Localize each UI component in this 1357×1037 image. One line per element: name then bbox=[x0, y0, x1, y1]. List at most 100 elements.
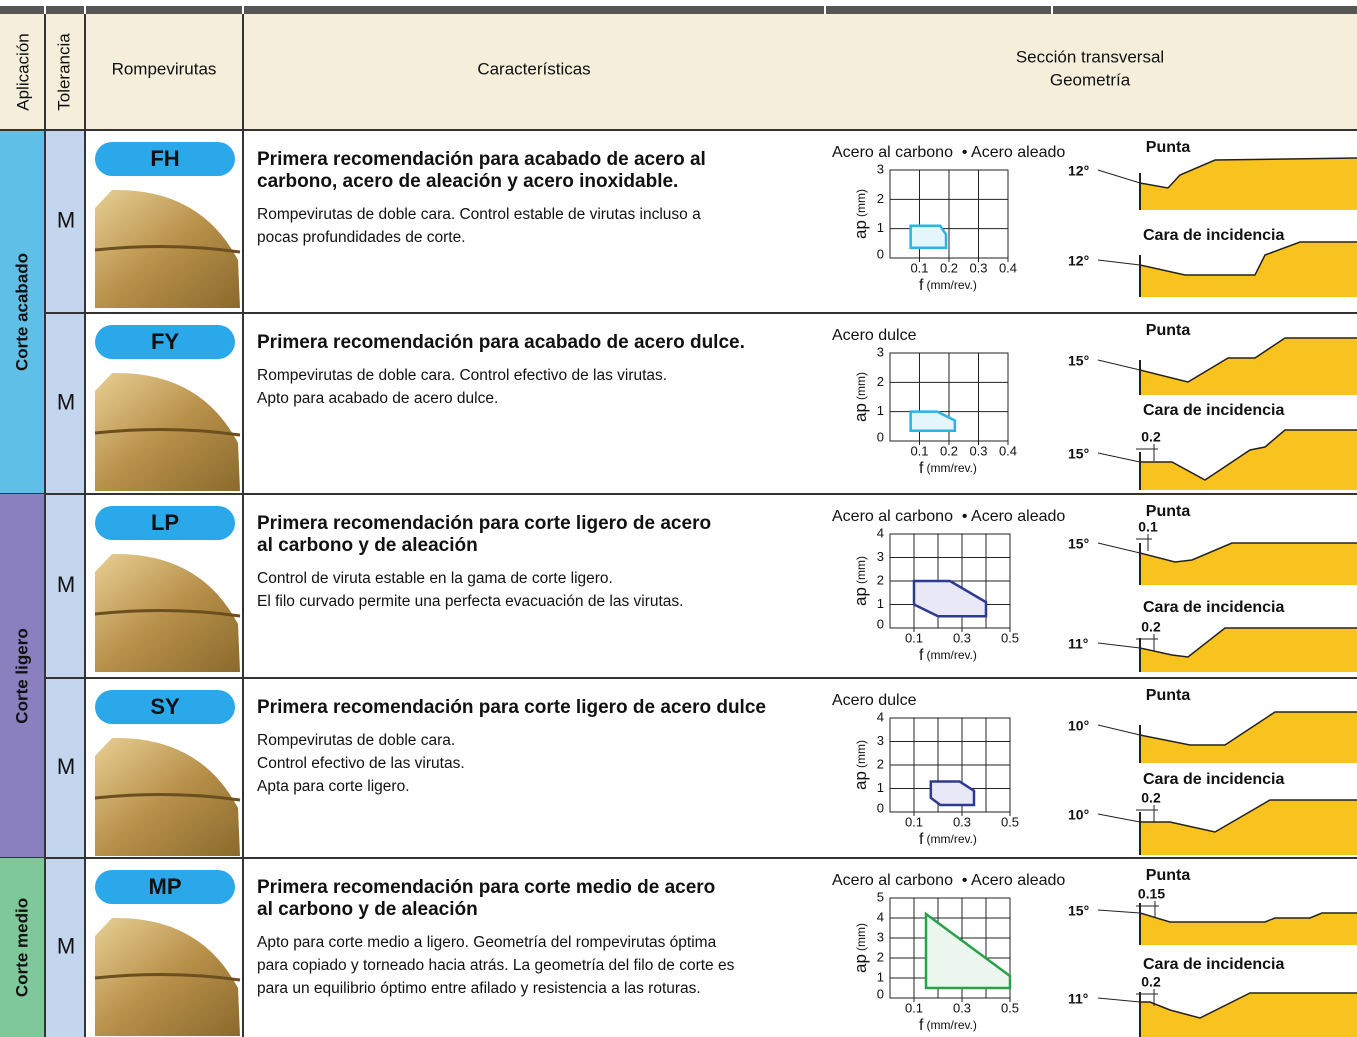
headline: Primera recomendación para acabado de ac… bbox=[257, 332, 745, 353]
header-tolerance: Tolerancia bbox=[54, 33, 73, 111]
x-axis-name: f bbox=[919, 831, 924, 848]
tip-angle: 15° bbox=[1068, 536, 1089, 552]
tolerance: M bbox=[57, 389, 75, 414]
x-tick-label: 0.1 bbox=[905, 630, 923, 645]
headline: Primera recomendación para corte ligero … bbox=[257, 513, 711, 534]
top-bar bbox=[0, 6, 1357, 14]
x-axis-label: f (mm/rev.) bbox=[919, 460, 977, 477]
y-tick-label: 5 bbox=[877, 889, 884, 904]
headline: Primera recomendación para corte ligero … bbox=[257, 697, 766, 718]
tip-profile-edge bbox=[1139, 337, 1357, 383]
tip-profile-body bbox=[1140, 338, 1357, 395]
insert-image bbox=[95, 553, 240, 672]
y-axis-name: ap bbox=[851, 403, 870, 422]
y-axis-label: ap (mm) bbox=[851, 189, 870, 239]
x-tick-label: 0.1 bbox=[905, 814, 923, 829]
flank-profile-body bbox=[1140, 628, 1357, 672]
chart-title: Acero al carbono • Acero aleado bbox=[832, 508, 1065, 525]
y-tick-label: 3 bbox=[877, 161, 884, 176]
tip-label: Punta bbox=[1146, 687, 1191, 704]
flank-label: Cara de incidencia bbox=[1143, 599, 1284, 616]
x-tick-label: 0.3 bbox=[969, 443, 987, 458]
header-application: Aplicación bbox=[13, 33, 32, 111]
flank-label: Cara de incidencia bbox=[1143, 227, 1284, 244]
x-axis-label: f (mm/rev.) bbox=[919, 1017, 977, 1034]
insert-edge bbox=[94, 608, 241, 618]
group-band bbox=[0, 494, 45, 858]
tip-angle: 15° bbox=[1068, 353, 1089, 369]
y-tick-label: 0 bbox=[877, 616, 884, 631]
y-axis-unit: (mm) bbox=[854, 923, 868, 951]
x-tick-label: 0.1 bbox=[910, 260, 928, 275]
flank-profile-body bbox=[1140, 993, 1357, 1037]
headline: al carbono y de aleación bbox=[257, 899, 478, 920]
tip-angle-line bbox=[1097, 169, 1141, 184]
x-tick-label: 0.3 bbox=[953, 1000, 971, 1015]
flank-profile-edge bbox=[1139, 241, 1357, 276]
flank-profile-edge bbox=[1140, 799, 1357, 833]
flank-angle-line bbox=[1097, 813, 1141, 823]
flank-label: Cara de incidencia bbox=[1143, 402, 1284, 419]
y-tick-label: 3 bbox=[877, 929, 884, 944]
flank-angle-line bbox=[1097, 642, 1141, 649]
description: El filo curvado permite una perfecta eva… bbox=[257, 593, 683, 610]
flank-profile-edge bbox=[1139, 627, 1357, 658]
y-tick-label: 2 bbox=[877, 756, 884, 771]
application-range bbox=[909, 410, 957, 432]
y-tick-label: 1 bbox=[877, 780, 884, 795]
application-range bbox=[912, 579, 988, 618]
flank-profile-edge bbox=[1140, 992, 1357, 1019]
y-tick-label: 4 bbox=[877, 709, 884, 724]
x-axis-label: f (mm/rev.) bbox=[919, 277, 977, 294]
x-axis-unit: (mm/rev.) bbox=[927, 1018, 977, 1032]
description: Control efectivo de las virutas. bbox=[257, 755, 465, 772]
group-band bbox=[0, 858, 45, 1037]
tip-profile-edge bbox=[1139, 542, 1357, 563]
tip-angle-line bbox=[1097, 724, 1141, 736]
y-axis-unit: (mm) bbox=[854, 556, 868, 584]
tip-profile-body bbox=[1140, 158, 1357, 210]
x-axis-unit: (mm/rev.) bbox=[927, 278, 977, 292]
y-tick-label: 0 bbox=[877, 986, 884, 1001]
y-tick-label: 1 bbox=[877, 403, 884, 418]
x-tick-label: 0.5 bbox=[1001, 630, 1019, 645]
x-tick-label: 0.4 bbox=[999, 260, 1017, 275]
x-axis-label: f (mm/rev.) bbox=[919, 647, 977, 664]
tip-label: Punta bbox=[1146, 322, 1191, 339]
x-tick-label: 0.1 bbox=[905, 1000, 923, 1015]
tolerance-bg bbox=[45, 130, 85, 1037]
y-axis-label: ap (mm) bbox=[851, 740, 870, 790]
tip-profile-body bbox=[1140, 712, 1357, 763]
tip-label: Punta bbox=[1146, 503, 1191, 520]
flank-angle: 10° bbox=[1068, 807, 1089, 823]
x-axis-name: f bbox=[919, 647, 924, 664]
description: Apto para corte medio a ligero. Geometrí… bbox=[257, 934, 717, 951]
y-tick-label: 4 bbox=[877, 525, 884, 540]
description: Apto para acabado de acero dulce. bbox=[257, 390, 498, 407]
x-tick-label: 0.3 bbox=[969, 260, 987, 275]
y-tick-label: 2 bbox=[877, 191, 884, 206]
y-tick-label: 2 bbox=[877, 572, 884, 587]
y-tick-label: 3 bbox=[877, 344, 884, 359]
chart-title: Acero dulce bbox=[832, 692, 917, 709]
headline: carbono, acero de aleación y acero inoxi… bbox=[257, 171, 678, 192]
land-value: 0.2 bbox=[1141, 974, 1161, 990]
y-tick-label: 0 bbox=[877, 246, 884, 261]
description: Rompevirutas de doble cara. Control efec… bbox=[257, 367, 667, 384]
headline: Primera recomendación para corte medio d… bbox=[257, 877, 715, 898]
insert-edge bbox=[94, 244, 241, 254]
tip-angle-line bbox=[1097, 909, 1141, 914]
chart-title: Acero dulce bbox=[832, 327, 917, 344]
flank-profile-body bbox=[1140, 430, 1357, 490]
x-tick-label: 0.2 bbox=[940, 443, 958, 458]
tip-profile-edge bbox=[1139, 912, 1357, 923]
flank-angle-line bbox=[1097, 452, 1141, 463]
x-tick-label: 0.3 bbox=[953, 630, 971, 645]
tolerance: M bbox=[57, 572, 75, 597]
header-chipbreaker: Rompevirutas bbox=[112, 59, 217, 78]
insert-edge bbox=[94, 427, 241, 437]
flank-profile-edge bbox=[1140, 429, 1357, 481]
description: para copiado y torneado hacia atrás. La … bbox=[257, 957, 735, 974]
tip-profile-body bbox=[1140, 913, 1357, 945]
